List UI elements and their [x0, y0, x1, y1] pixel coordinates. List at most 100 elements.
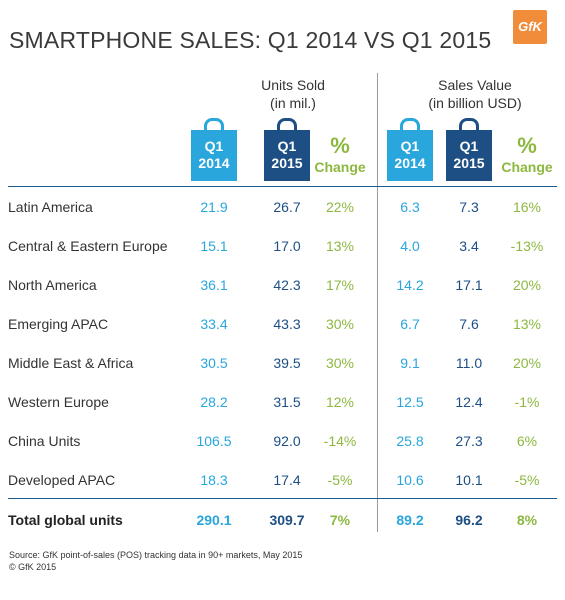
- units-2015-cell: 92.0: [273, 433, 301, 449]
- table-row: Western Europe 28.2 31.5 12% 12.5 12.4 -…: [0, 383, 565, 421]
- units-q1-2015-bag: Q1 2015: [264, 118, 310, 181]
- total-value-2015-cell: 96.2: [455, 512, 483, 528]
- column-group-divider: [377, 73, 378, 532]
- units-change-cell: 17%: [325, 277, 355, 293]
- gfk-logo: GfK: [513, 10, 547, 44]
- sales-value-label: Sales Value: [438, 77, 512, 93]
- bag-label-year: 2015: [453, 155, 485, 171]
- bag-icon: Q1 2014: [191, 130, 237, 181]
- value-pct-change-header: % Change: [497, 133, 557, 176]
- copyright-line: © GfK 2015: [9, 562, 57, 572]
- value-2014-cell: 4.0: [400, 238, 420, 254]
- table-row: China Units 106.5 92.0 -14% 25.8 27.3 6%: [0, 422, 565, 460]
- table-row: North America 36.1 42.3 17% 14.2 17.1 20…: [0, 266, 565, 304]
- units-2014-cell: 21.9: [200, 199, 228, 215]
- bag-label-year: 2015: [271, 155, 303, 171]
- percent-symbol: %: [517, 133, 537, 158]
- source-note: Source: GfK point-of-sales (POS) trackin…: [9, 549, 302, 573]
- table-row: Central & Eastern Europe 15.1 17.0 13% 4…: [0, 227, 565, 265]
- value-2015-cell: 7.6: [459, 316, 479, 332]
- bag-label-year: 2014: [394, 155, 426, 171]
- table-row: Middle East & Africa 30.5 39.5 30% 9.1 1…: [0, 344, 565, 382]
- units-change-cell: 22%: [325, 199, 355, 215]
- value-q1-2014-bag: Q1 2014: [387, 118, 433, 181]
- sales-value-header: Sales Value (in billion USD): [395, 76, 555, 112]
- total-label: Total global units: [8, 512, 123, 528]
- chart-title: SMARTPHONE SALES: Q1 2014 VS Q1 2015: [9, 27, 492, 53]
- value-2015-cell: 27.3: [455, 433, 483, 449]
- region-label: Developed APAC: [8, 472, 116, 488]
- change-label: Change: [501, 159, 553, 175]
- units-change-cell: 13%: [325, 238, 355, 254]
- bag-label-quarter: Q1: [459, 138, 479, 154]
- logo-text: GfK: [518, 19, 542, 34]
- units-2015-cell: 39.5: [273, 355, 301, 371]
- units-2014-cell: 36.1: [200, 277, 228, 293]
- region-label: Latin America: [8, 199, 93, 215]
- region-label: Emerging APAC: [8, 316, 109, 332]
- units-sold-label: Units Sold: [261, 77, 325, 93]
- region-label: Central & Eastern Europe: [8, 238, 168, 254]
- bag-handle-icon: [204, 118, 224, 132]
- value-2015-cell: 17.1: [455, 277, 483, 293]
- value-2015-cell: 12.4: [455, 394, 483, 410]
- units-sold-header: Units Sold (in mil.): [218, 76, 368, 112]
- value-change-cell: 6%: [516, 433, 538, 449]
- units-2015-cell: 31.5: [273, 394, 301, 410]
- value-change-cell: -1%: [514, 394, 540, 410]
- total-value-2014-cell: 89.2: [396, 512, 424, 528]
- bag-handle-icon: [277, 118, 297, 132]
- bag-icon: Q1 2015: [446, 130, 492, 181]
- region-label: China Units: [8, 433, 81, 449]
- value-change-cell: 20%: [512, 355, 542, 371]
- value-2014-cell: 6.7: [400, 316, 420, 332]
- table-row: Emerging APAC 33.4 43.3 30% 6.7 7.6 13%: [0, 305, 565, 343]
- change-label: Change: [314, 159, 366, 175]
- units-2015-cell: 17.0: [273, 238, 301, 254]
- units-2014-cell: 18.3: [200, 472, 228, 488]
- total-units-2014-cell: 290.1: [196, 512, 232, 528]
- units-2014-cell: 15.1: [200, 238, 228, 254]
- header-rule: [8, 186, 557, 187]
- value-2015-cell: 7.3: [459, 199, 479, 215]
- region-label: North America: [8, 277, 97, 293]
- value-2014-cell: 6.3: [400, 199, 420, 215]
- units-2014-cell: 30.5: [200, 355, 228, 371]
- percent-symbol: %: [330, 133, 350, 158]
- units-change-cell: -5%: [327, 472, 353, 488]
- units-pct-change-header: % Change: [310, 133, 370, 176]
- bag-label-quarter: Q1: [277, 138, 297, 154]
- value-2014-cell: 10.6: [396, 472, 424, 488]
- table-row: Latin America 21.9 26.7 22% 6.3 7.3 16%: [0, 188, 565, 226]
- value-change-cell: 20%: [512, 277, 542, 293]
- value-change-cell: -13%: [510, 238, 544, 254]
- value-2014-cell: 25.8: [396, 433, 424, 449]
- bag-handle-icon: [459, 118, 479, 132]
- source-line: Source: GfK point-of-sales (POS) trackin…: [9, 550, 303, 560]
- value-2014-cell: 9.1: [400, 355, 420, 371]
- value-2015-cell: 3.4: [459, 238, 479, 254]
- total-units-change-cell: 7%: [329, 512, 351, 528]
- value-2015-cell: 11.0: [455, 355, 483, 371]
- region-label: Western Europe: [8, 394, 109, 410]
- bag-icon: Q1 2015: [264, 130, 310, 181]
- total-value-change-cell: 8%: [516, 512, 538, 528]
- units-2014-cell: 33.4: [200, 316, 228, 332]
- units-2015-cell: 26.7: [273, 199, 301, 215]
- bag-handle-icon: [400, 118, 420, 132]
- units-change-cell: -14%: [323, 433, 357, 449]
- units-change-cell: 30%: [325, 316, 355, 332]
- total-rule: [8, 498, 557, 499]
- units-2015-cell: 17.4: [273, 472, 301, 488]
- total-units-2015-cell: 309.7: [269, 512, 305, 528]
- region-label: Middle East & Africa: [8, 355, 134, 371]
- units-2014-cell: 28.2: [200, 394, 228, 410]
- units-change-cell: 12%: [325, 394, 355, 410]
- units-sold-unit: (in mil.): [270, 95, 316, 111]
- total-row: Total global units 290.1 309.7 7% 89.2 9…: [0, 501, 565, 539]
- bag-label-year: 2014: [198, 155, 230, 171]
- value-change-cell: 16%: [512, 199, 542, 215]
- value-change-cell: -5%: [514, 472, 540, 488]
- units-2015-cell: 42.3: [273, 277, 301, 293]
- table-row: Developed APAC 18.3 17.4 -5% 10.6 10.1 -…: [0, 461, 565, 499]
